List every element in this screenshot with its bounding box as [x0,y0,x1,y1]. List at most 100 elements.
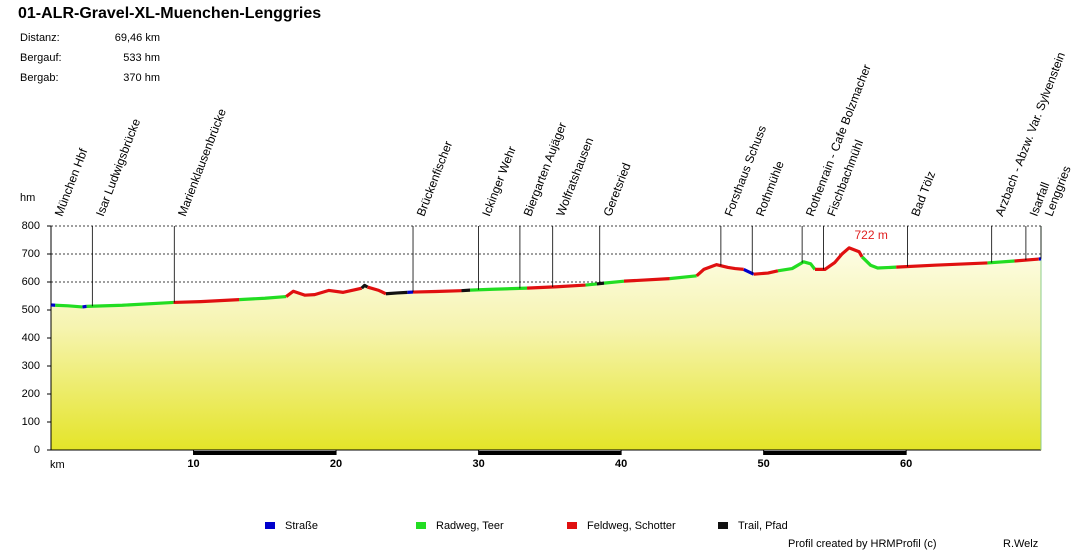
profile-area [603,280,625,451]
y-tick-label: 700 [22,248,40,260]
profile-line [385,290,408,296]
profile-area [623,278,670,451]
profile-area [412,290,462,451]
x-tick-label: 50 [758,458,770,470]
profile-area [406,291,414,451]
profile-area [54,304,83,451]
profile-line [55,303,83,309]
x-axis-label: km [50,459,65,471]
profile-line [585,282,598,287]
y-tick-label: 200 [22,388,40,400]
profile-area [469,287,528,451]
chart-title: 01-ALR-Gravel-XL-Muenchen-Lenggries [18,5,321,22]
y-tick-label: 400 [22,332,40,344]
profile-area [696,264,745,451]
profile-line [239,294,287,302]
profile-area [1014,258,1040,451]
profile-area [367,286,387,451]
profile-line [285,286,363,298]
legend-label: Feldweg, Schotter [587,520,676,532]
profile-line [82,304,87,309]
y-tick-label: 100 [22,416,40,428]
profile-area [669,275,698,451]
y-tick-label: 600 [22,276,40,288]
legend-swatch [718,522,728,529]
profile-area [361,284,368,451]
stat-value: 69,46 km [115,32,160,44]
waypoint-label: Rothmühle [753,159,787,218]
profile-line [86,300,174,308]
waypoint-label: Geretsried [600,161,633,218]
profile-line [412,289,462,294]
waypoint-label: München Hbf [52,146,91,218]
legend-label: Trail, Pfad [738,520,788,532]
profile-line [860,255,897,270]
stat-label: Bergab: [20,72,59,84]
y-tick-label: 800 [22,220,40,232]
profile-line [596,281,605,286]
waypoint-label: Brückenfischer [414,139,456,218]
profile-line [777,260,817,273]
profile-area [285,287,363,451]
legend-swatch [416,522,426,529]
profile-area [86,302,174,451]
stat-value: 533 hm [123,52,160,64]
legend-label: Radweg, Teer [436,520,504,532]
profile-area [385,291,408,451]
profile-area [238,296,287,451]
profile-area [753,270,779,451]
profile-area [50,304,56,451]
profile-line [623,277,670,283]
x-tick-label: 40 [615,458,627,470]
profile-line [896,261,988,269]
profile-area [895,262,988,451]
author: R.Welz [1003,538,1038,550]
peak-label: 722 m [854,228,887,242]
legend-swatch [567,522,577,529]
profile-line [669,274,697,281]
profile-area [585,283,598,451]
profile-line [1014,257,1039,263]
waypoint-label: Marienklausenbrücke [175,106,229,218]
profile-area [461,289,471,451]
legend-swatch [265,522,275,529]
y-tick-label: 300 [22,360,40,372]
x-tick-label: 20 [330,458,342,470]
legend-label: Straße [285,520,318,532]
y-tick-label: 0 [34,444,40,456]
profile-line [461,288,471,293]
profile-line [814,246,864,271]
profile-line [753,269,779,276]
x-tick-label: 60 [900,458,912,470]
profile-line [526,283,586,290]
y-tick-label: 500 [22,304,40,316]
profile-area [526,284,586,451]
profile-line [469,286,528,292]
waypoint-label: Isar Ludwigsbrücke [93,116,143,218]
x-tick-label: 30 [472,458,484,470]
y-axis-label: hm [20,192,35,204]
profile-area [743,268,755,451]
scale-bar [763,451,907,455]
profile-area [987,260,1015,451]
scale-bar [478,451,622,455]
x-tick-label: 10 [187,458,199,470]
profile-area [173,299,240,451]
profile-area [596,282,605,451]
profile-area [814,247,863,451]
profile-line [366,285,387,296]
profile-line [360,283,369,290]
waypoint-label: Ickinger Wehr [479,144,519,218]
stat-label: Bergauf: [20,52,62,64]
scale-bar [193,451,337,455]
profile-line [603,279,625,285]
credit: Profil created by HRMProfil (c) [788,538,937,550]
profile-area [81,305,88,451]
waypoint-label: Bad Tölz [908,169,938,218]
profile-area [861,255,897,451]
profile-area [777,261,816,451]
stat-label: Distanz: [20,32,60,44]
profile-line [695,263,744,278]
profile-line [173,298,240,305]
